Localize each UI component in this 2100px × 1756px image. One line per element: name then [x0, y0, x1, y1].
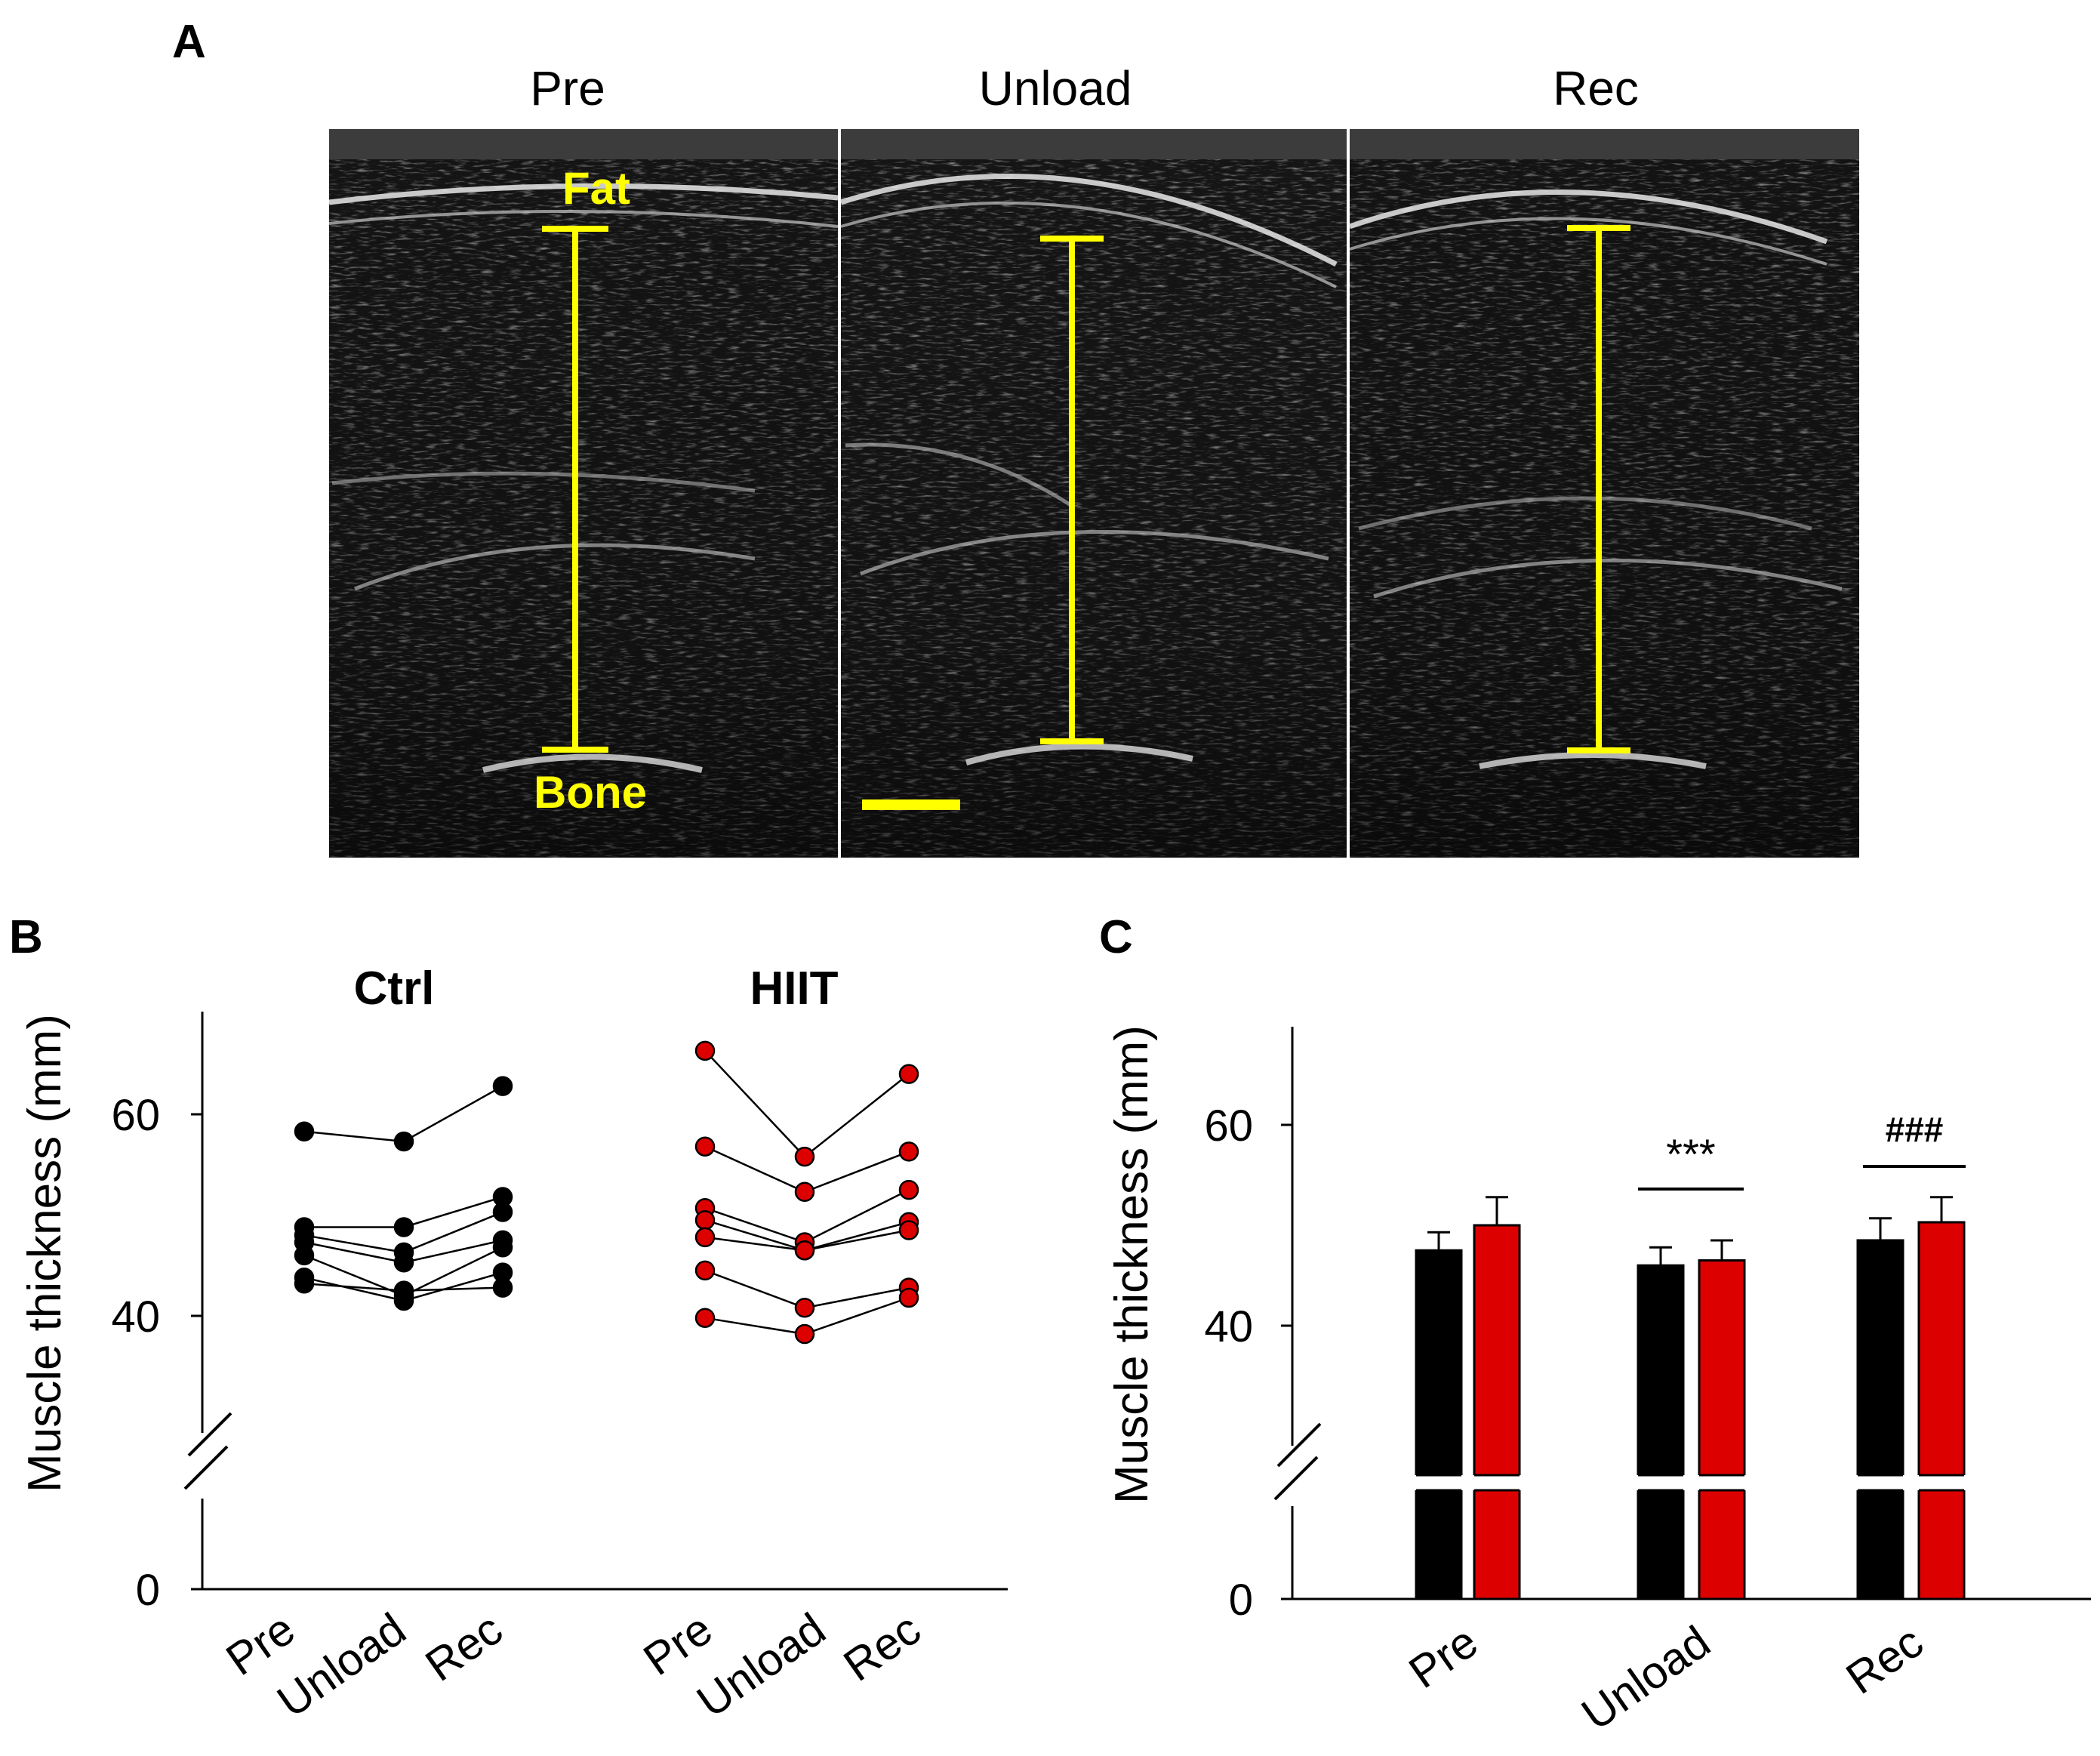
group-title-ctrl: Ctrl: [354, 963, 435, 1015]
point-hiit-1-pre: [694, 1040, 716, 1061]
group-title-hiit: HIIT: [750, 963, 838, 1015]
panel-b-axes: [183, 1012, 1008, 1591]
point-ctrl-4-unload: [393, 1252, 414, 1273]
significance-rec: ###: [1863, 1110, 1966, 1168]
fat-label: Fat: [562, 163, 630, 214]
point-hiit-5-rec: [898, 1220, 919, 1240]
point-hiit-7-pre: [694, 1308, 716, 1328]
panel-b-ytick-60: 60: [111, 1091, 160, 1140]
point-hiit-2-pre: [694, 1136, 716, 1157]
panel-a-title-pre: Pre: [530, 61, 605, 116]
point-ctrl-3-rec: [492, 1202, 513, 1222]
point-ctrl-1-unload: [393, 1131, 414, 1152]
point-hiit-5-pre: [694, 1227, 716, 1248]
panel-c-ytick-60: 60: [1204, 1101, 1253, 1151]
bar-rec-red: [1917, 1221, 1966, 1600]
x-label-ctrl-rec: Rec: [417, 1604, 512, 1691]
panel-c-ylabel: Muscle thickness (mm): [1106, 1025, 1158, 1504]
point-hiit-7-unload: [794, 1323, 815, 1345]
thickness-measurement-rec: [1567, 225, 1630, 753]
panel-c-ytick-40: 40: [1204, 1302, 1253, 1351]
point-ctrl-2-unload: [393, 1217, 414, 1237]
point-hiit-1-unload: [794, 1146, 815, 1167]
panel-b: B Muscle thickness (mm) 60 40 0 Ctrl HII…: [9, 911, 1008, 1727]
point-ctrl-1-rec: [492, 1076, 513, 1096]
x-label-hiit-rec: Rec: [835, 1604, 930, 1691]
bar-pre-black: [1415, 1249, 1463, 1600]
panel-c: C Muscle thickness (mm) 60 40 0 *** ### …: [1099, 911, 2091, 1740]
panel-b-subject-points: [294, 1040, 919, 1345]
panel-b-x-labels: Pre Unload Rec Pre Unload Rec: [217, 1604, 930, 1727]
point-ctrl-7-rec: [492, 1277, 513, 1298]
panel-c-ytick-0: 0: [1229, 1576, 1253, 1625]
bone-label: Bone: [534, 767, 647, 818]
point-hiit-3-rec: [898, 1179, 919, 1200]
point-hiit-4-pre: [694, 1209, 716, 1231]
panel-b-ytick-40: 40: [111, 1292, 160, 1342]
ultrasound-image-rec: [1348, 129, 1859, 858]
significance-label-unload: ***: [1666, 1130, 1715, 1178]
panel-c-letter: C: [1099, 911, 1133, 963]
significance-label-rec: ###: [1886, 1110, 1944, 1149]
point-hiit-6-unload: [794, 1298, 815, 1318]
thickness-measurement-unload: [1040, 236, 1104, 744]
point-ctrl-7-pre: [294, 1274, 315, 1294]
panel-a: A Pre Unload Rec: [172, 16, 1859, 858]
point-hiit-6-pre: [694, 1260, 716, 1281]
ultrasound-image-pre: [328, 129, 839, 858]
panel-b-ylabel: Muscle thickness (mm): [19, 1014, 71, 1493]
x-label-c-unload: Unload: [1572, 1616, 1719, 1740]
x-label-ctrl-unload: Unload: [268, 1604, 414, 1727]
x-label-c-rec: Rec: [1837, 1616, 1932, 1704]
bar-pre-red: [1473, 1224, 1521, 1600]
ultrasound-image-unload: [839, 129, 1347, 858]
panel-a-title-rec: Rec: [1553, 61, 1639, 116]
thickness-measurement-pre: [542, 226, 608, 753]
bar-unload-red: [1698, 1259, 1746, 1600]
bar-rec-black: [1856, 1239, 1904, 1600]
panel-a-letter: A: [172, 16, 206, 68]
bar-unload-black: [1637, 1264, 1685, 1600]
x-label-c-pre: Pre: [1400, 1616, 1487, 1698]
panel-b-letter: B: [9, 911, 43, 963]
panel-c-x-labels: Pre Unload Rec: [1400, 1616, 1932, 1740]
point-hiit-5-unload: [794, 1240, 815, 1261]
bar-axis-break-gap: [1404, 1475, 1978, 1490]
panel-c-bars: [1404, 1196, 1978, 1600]
significance-unload: ***: [1638, 1130, 1744, 1191]
point-hiit-2-rec: [898, 1141, 919, 1162]
point-ctrl-1-pre: [294, 1121, 315, 1141]
point-ctrl-7-unload: [393, 1280, 414, 1301]
panel-b-ytick-0: 0: [136, 1566, 160, 1615]
x-label-hiit-unload: Unload: [688, 1604, 834, 1727]
panel-a-title-unload: Unload: [979, 61, 1132, 116]
point-ctrl-5-pre: [294, 1245, 315, 1266]
point-ctrl-5-rec: [492, 1237, 513, 1258]
point-hiit-2-unload: [794, 1181, 815, 1203]
point-hiit-7-rec: [898, 1287, 919, 1308]
point-hiit-1-rec: [898, 1064, 919, 1084]
subject-line-hiit-1: [704, 1050, 910, 1158]
